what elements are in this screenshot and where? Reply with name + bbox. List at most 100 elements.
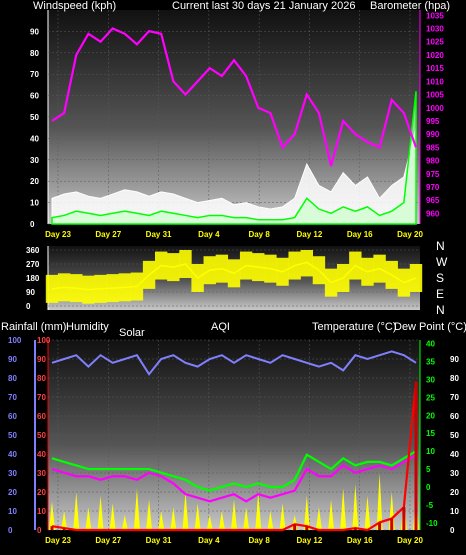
baro-tick-label: 980 <box>426 157 440 166</box>
direction-tick-label: 270 <box>26 260 40 269</box>
temp-tick-label: 5 <box>426 465 431 474</box>
rainfall-bar <box>305 526 309 530</box>
humidity-tick-label: 40 <box>8 450 17 459</box>
baro-tick-label: 1035 <box>426 11 444 20</box>
rain-tick-label: 80 <box>37 374 46 383</box>
solar-spike <box>376 473 383 530</box>
temp-date-label: Day 31 <box>146 536 172 545</box>
solar-spike <box>243 507 250 530</box>
solar-title: Solar <box>119 327 145 339</box>
wind-tick-label: 30 <box>30 156 39 165</box>
compass-s: S <box>436 271 444 285</box>
compass-n-bottom: N <box>436 303 445 317</box>
rainfall-bar <box>50 526 54 530</box>
temp-date-label: Day 23 <box>45 536 71 545</box>
rainfall-bar <box>293 524 297 530</box>
wind-tick-label: 40 <box>30 134 39 143</box>
wind-date-label: Day 12 <box>297 230 323 239</box>
baro-tick-label: 995 <box>426 117 440 126</box>
wind-tick-label: 80 <box>30 49 39 58</box>
temp-tick-label: 0 <box>426 483 431 492</box>
rain-tick-label: 90 <box>37 355 46 364</box>
solar-spike <box>158 511 165 530</box>
wind-tick-label: 0 <box>30 220 35 229</box>
baro-title: Barometer (hpa) <box>370 0 450 12</box>
rainfall-bar <box>62 528 66 530</box>
wind-avg-area <box>51 91 417 225</box>
solar-spike <box>315 507 322 530</box>
baro-tick-label: 1010 <box>426 77 444 86</box>
baro-tick-label: 990 <box>426 130 440 139</box>
humidity-tick-label: 80 <box>8 374 17 383</box>
wind-date-label: Day 16 <box>347 230 373 239</box>
dew-point-line <box>51 450 417 492</box>
baro-tick-label: 1020 <box>426 51 444 60</box>
rain-tick-label: 50 <box>37 431 46 440</box>
temp-date-label: Day 4 <box>198 536 220 545</box>
temperature-line <box>51 453 417 503</box>
rain-tick-label: 30 <box>37 469 46 478</box>
wind-tick-label: 20 <box>30 177 39 186</box>
baro-tick-label: 1005 <box>426 91 444 100</box>
baro-tick-label: 960 <box>426 209 440 218</box>
pct-tick-label: 20 <box>450 488 459 497</box>
temp-date-label: Day 8 <box>248 536 270 545</box>
temp-tick-label: 10 <box>426 447 435 456</box>
baro-tick-label: 985 <box>426 143 440 152</box>
solar-spike <box>97 495 104 530</box>
wind-title: Windspeed (kph) <box>33 0 116 12</box>
humidity-tick-label: 20 <box>8 488 17 497</box>
wind-tick-label: 90 <box>30 27 39 36</box>
pct-tick-label: 40 <box>450 450 459 459</box>
baro-tick-label: 1025 <box>426 38 444 47</box>
humidity-line <box>51 350 417 376</box>
solar-spike <box>364 495 371 530</box>
humidity-tick-label: 100 <box>8 336 22 345</box>
wind-date-label: Day 20 <box>397 230 423 239</box>
solar-spike <box>109 503 116 530</box>
solar-spike <box>352 484 359 530</box>
rain-title: Rainfall (mm) <box>1 321 66 333</box>
rainfall-bar <box>414 381 418 530</box>
wind-date-label: Day 27 <box>95 230 121 239</box>
temp-tick-label: 20 <box>426 411 435 420</box>
humidity-tick-label: 90 <box>8 355 17 364</box>
humidity-tick-label: 70 <box>8 393 17 402</box>
direction-tick-label: 180 <box>26 274 40 283</box>
wind-tick-label: 10 <box>30 199 39 208</box>
direction-tick-label: 360 <box>26 246 40 255</box>
solar-spike <box>121 514 128 530</box>
pct-tick-label: 60 <box>450 412 459 421</box>
pct-tick-label: 80 <box>450 374 459 383</box>
temp-tick-label: -10 <box>426 519 438 528</box>
aqi-title: AQI <box>211 321 230 333</box>
direction-line <box>51 261 417 291</box>
temp-tick-label: 30 <box>426 375 435 384</box>
rain-tick-label: 70 <box>37 393 46 402</box>
solar-spike <box>182 492 189 530</box>
barometer-line <box>51 27 418 167</box>
baro-tick-label: 1015 <box>426 64 444 73</box>
humidity-title: Humidity <box>66 321 109 333</box>
temp-tick-label: 35 <box>426 358 435 367</box>
compass-w: W <box>436 255 448 269</box>
rain-tick-label: 10 <box>37 507 46 516</box>
pct-tick-label: 70 <box>450 393 459 402</box>
wind-tick-label: 70 <box>30 70 39 79</box>
rain-tick-label: 40 <box>37 450 46 459</box>
pct-tick-label: 0 <box>450 526 455 535</box>
humidity-tick-label: 10 <box>8 507 17 516</box>
solar-spike <box>303 495 310 530</box>
baro-tick-label: 1030 <box>426 24 444 33</box>
temp-date-label: Day 16 <box>347 536 373 545</box>
solar-spike <box>61 511 68 530</box>
humidity-tick-label: 50 <box>8 431 17 440</box>
compass-n-top: N <box>436 239 445 253</box>
wind-gust-area <box>51 127 417 225</box>
baro-tick-label: 965 <box>426 196 440 205</box>
temp-date-label: Day 20 <box>397 536 423 545</box>
humidity-tick-label: 0 <box>8 526 13 535</box>
solar-spike <box>133 488 140 530</box>
baro-tick-label: 975 <box>426 170 440 179</box>
